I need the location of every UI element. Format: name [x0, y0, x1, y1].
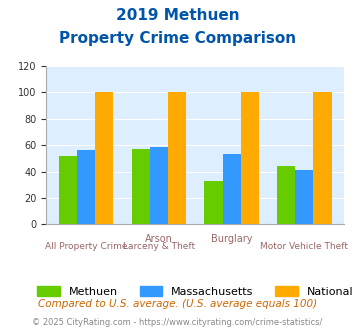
Text: Burglary: Burglary [211, 234, 252, 244]
Bar [168, 92, 186, 224]
Text: © 2025 CityRating.com - https://www.cityrating.com/crime-statistics/: © 2025 CityRating.com - https://www.city… [32, 318, 323, 327]
Bar [204, 181, 223, 224]
Bar [77, 150, 95, 224]
Legend: Methuen, Massachusetts, National: Methuen, Massachusetts, National [33, 281, 355, 301]
Text: Motor Vehicle Theft: Motor Vehicle Theft [260, 242, 348, 250]
Text: Compared to U.S. average. (U.S. average equals 100): Compared to U.S. average. (U.S. average … [38, 299, 317, 309]
Bar [59, 156, 77, 224]
Text: Arson: Arson [145, 234, 173, 244]
Bar [295, 170, 313, 224]
Bar [241, 92, 259, 224]
Text: Larceny & Theft: Larceny & Theft [123, 242, 195, 250]
Text: 2019 Methuen: 2019 Methuen [116, 8, 239, 23]
Bar [313, 92, 332, 224]
Bar [223, 154, 241, 224]
Bar [95, 92, 114, 224]
Text: All Property Crime: All Property Crime [45, 242, 127, 250]
Bar [132, 149, 150, 224]
Bar [277, 166, 295, 224]
Text: Property Crime Comparison: Property Crime Comparison [59, 31, 296, 46]
Bar [150, 147, 168, 224]
